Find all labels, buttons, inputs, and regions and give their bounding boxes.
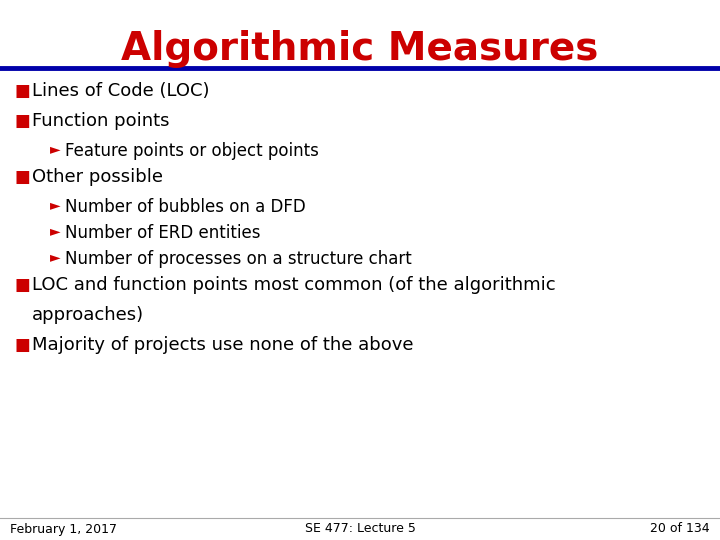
Text: Number of bubbles on a DFD: Number of bubbles on a DFD (65, 198, 306, 216)
Text: SE 477: Lecture 5: SE 477: Lecture 5 (305, 523, 415, 536)
Text: approaches): approaches) (32, 306, 144, 324)
Text: Majority of projects use none of the above: Majority of projects use none of the abo… (32, 336, 413, 354)
Text: Lines of Code (LOC): Lines of Code (LOC) (32, 82, 210, 100)
Text: Number of ERD entities: Number of ERD entities (65, 224, 261, 242)
Text: Feature points or object points: Feature points or object points (65, 142, 319, 160)
Text: Function points: Function points (32, 112, 169, 130)
Text: ■: ■ (15, 168, 31, 186)
Text: ■: ■ (15, 82, 31, 100)
Text: Other possible: Other possible (32, 168, 163, 186)
Text: ►: ► (50, 250, 60, 264)
Text: February 1, 2017: February 1, 2017 (10, 523, 117, 536)
Text: ■: ■ (15, 276, 31, 294)
Text: ■: ■ (15, 112, 31, 130)
Text: ■: ■ (15, 336, 31, 354)
Text: ►: ► (50, 224, 60, 238)
Text: LOC and function points most common (of the algorithmic: LOC and function points most common (of … (32, 276, 556, 294)
Text: Number of processes on a structure chart: Number of processes on a structure chart (65, 250, 412, 268)
Text: ►: ► (50, 142, 60, 156)
Text: Algorithmic Measures: Algorithmic Measures (121, 30, 599, 68)
Text: 20 of 134: 20 of 134 (650, 523, 710, 536)
Text: ►: ► (50, 198, 60, 212)
